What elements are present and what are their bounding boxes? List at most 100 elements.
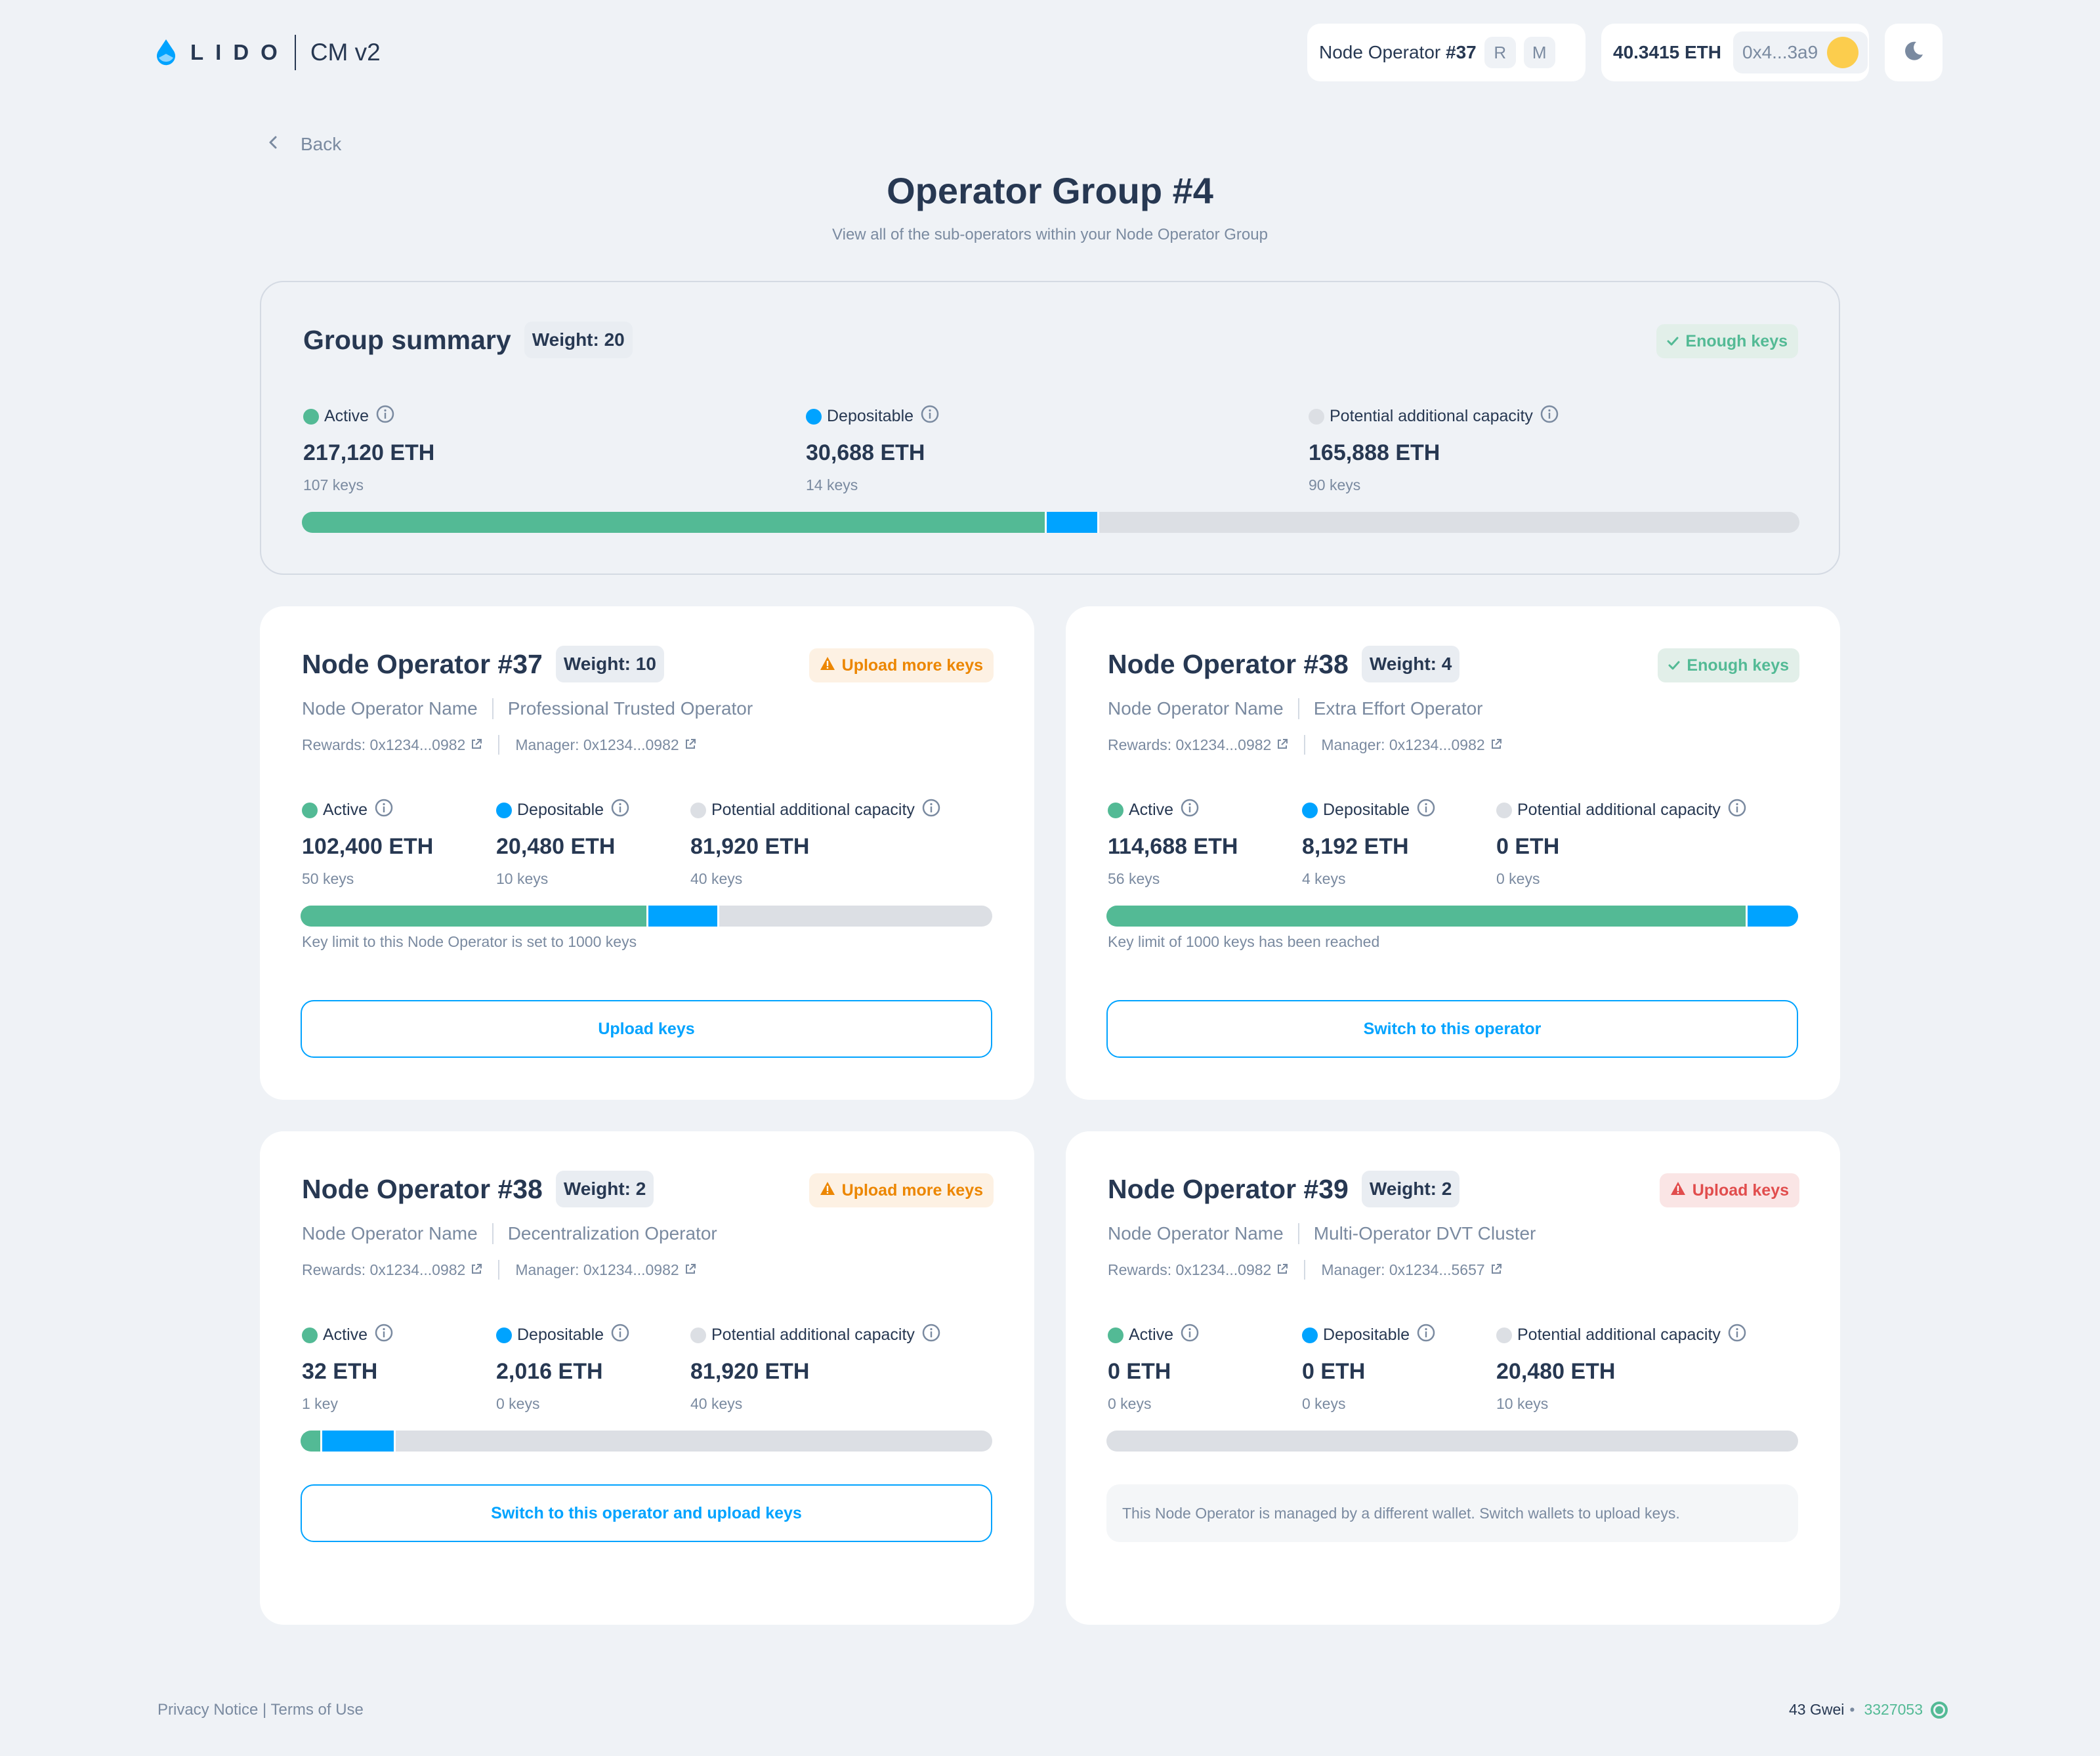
rewards-address-link[interactable]: Rewards: 0x1234...0982 [302, 1261, 482, 1279]
external-link-icon [685, 738, 696, 749]
stat-potential: Potential additional capacity 81,920 ETH… [690, 798, 941, 888]
capacity-bar-gap [1044, 512, 1047, 533]
operator-addresses-row: Rewards: 0x1234...0982 Manager: 0x1234..… [1108, 735, 1502, 755]
warning-icon [820, 656, 842, 675]
capacity-bar [1106, 1431, 1798, 1452]
rewards-address-link[interactable]: Rewards: 0x1234...0982 [302, 736, 482, 754]
operator-card-header: Node Operator #37 Weight: 10 [302, 646, 664, 682]
footer-links[interactable]: Privacy Notice | Terms of Use [158, 1701, 364, 1719]
role-badge-r: R [1484, 37, 1516, 68]
operator-addresses-row: Rewards: 0x1234...0982 Manager: 0x1234..… [302, 1260, 696, 1280]
page-subtitle: View all of the sub-operators within you… [832, 226, 1268, 243]
group-summary-card: Group summary Weight: 20 Enough keys Act… [260, 281, 1840, 575]
info-icon[interactable] [374, 798, 394, 822]
status-badge: Upload keys [1659, 1173, 1799, 1207]
stat-depositable: Depositable 2,016 ETH 0 keys [496, 1323, 630, 1413]
info-icon[interactable] [1416, 798, 1436, 822]
stat-keys: 50 keys [302, 870, 354, 887]
divider [498, 735, 500, 755]
info-icon[interactable] [921, 798, 941, 822]
status-badge-label: Enough keys [1687, 656, 1789, 675]
manager-address-link[interactable]: Manager: 0x1234...5657 [1321, 1261, 1502, 1279]
weight-badge: Weight: 4 [1361, 646, 1460, 682]
capacity-bar-gap [1746, 906, 1748, 927]
operator-title: Node Operator #38 [302, 1173, 543, 1204]
stat-depositable: Depositable 20,480 ETH 10 keys [496, 798, 630, 888]
status-badge: Upload more keys [808, 1173, 994, 1207]
active-dot [302, 1327, 318, 1343]
operator-switcher[interactable]: Node Operator #37 R M [1307, 24, 1586, 81]
active-dot [1108, 802, 1124, 818]
capacity-bar-gap [394, 1431, 396, 1452]
operator-name-row: Node Operator Name Multi-Operator DVT Cl… [1108, 1223, 1536, 1244]
avatar [1827, 37, 1859, 68]
stat-keys: 107 keys [303, 476, 364, 493]
capacity-bar-gap [646, 906, 648, 927]
stat-label: Active [1129, 801, 1174, 819]
stat-value: 30,688 ETH [806, 440, 925, 465]
warning-icon [820, 1181, 842, 1200]
stat-potential: Potential additional capacity 0 ETH 0 ke… [1496, 798, 1747, 888]
operator-addresses-row: Rewards: 0x1234...0982 Manager: 0x1234..… [1108, 1260, 1502, 1280]
info-icon[interactable] [1180, 1323, 1200, 1347]
info-icon[interactable] [921, 1323, 941, 1347]
potential-dot [690, 802, 706, 818]
operator-name-value: Multi-Operator DVT Cluster [1313, 1223, 1536, 1244]
potential-dot [1309, 408, 1324, 425]
stat-label: Depositable [1323, 1326, 1410, 1344]
stat-active: Active 114,688 ETH 56 keys [1108, 798, 1238, 888]
back-link[interactable]: Back [268, 134, 341, 155]
divider [492, 1223, 494, 1244]
chevron-left-icon [268, 134, 301, 155]
status-badge: Upload more keys [808, 648, 994, 682]
group-summary-title: Group summary [303, 324, 511, 355]
app-name: CM v2 [310, 39, 381, 66]
info-icon[interactable] [1727, 798, 1747, 822]
capacity-bar-gap [1097, 512, 1100, 533]
stat-label: Active [323, 1326, 368, 1344]
info-icon[interactable] [1540, 404, 1559, 429]
stat-keys: 90 keys [1309, 476, 1361, 493]
info-icon[interactable] [1727, 1323, 1747, 1347]
stat-active: Active 0 ETH 0 keys [1108, 1323, 1200, 1413]
info-icon[interactable] [375, 404, 395, 429]
rewards-address-link[interactable]: Rewards: 0x1234...0982 [1108, 736, 1288, 754]
operator-action-button[interactable]: Switch to this operator and upload keys [301, 1484, 992, 1542]
info-icon[interactable] [920, 404, 940, 429]
manager-address-link[interactable]: Manager: 0x1234...0982 [515, 736, 696, 754]
error-icon [1670, 1181, 1692, 1200]
divider [1297, 698, 1299, 719]
info-icon[interactable] [610, 798, 630, 822]
theme-toggle-button[interactable] [1885, 24, 1942, 81]
info-icon[interactable] [1416, 1323, 1436, 1347]
logo-divider [294, 35, 296, 70]
capacity-bar-active [301, 1431, 320, 1452]
external-link-icon [1278, 1263, 1288, 1274]
lido-logo[interactable]: LIDO CM v2 [155, 34, 381, 71]
wallet-balance: 40.3415 ETH [1613, 42, 1721, 62]
weight-badge: Weight: 20 [524, 322, 633, 358]
stat-label: Depositable [517, 801, 604, 819]
info-icon[interactable] [374, 1323, 394, 1347]
manager-address-link[interactable]: Manager: 0x1234...0982 [515, 1261, 696, 1279]
divider [1304, 1260, 1306, 1280]
manager-address-link[interactable]: Manager: 0x1234...0982 [1321, 736, 1502, 754]
info-icon[interactable] [1180, 798, 1200, 822]
brand-name: LIDO [190, 40, 289, 64]
stat-value: 0 ETH [1302, 1359, 1366, 1384]
info-icon[interactable] [610, 1323, 630, 1347]
operator-action-button[interactable]: Switch to this operator [1106, 1000, 1798, 1058]
stat-label: Depositable [517, 1326, 604, 1344]
operator-action-button[interactable]: Upload keys [301, 1000, 992, 1058]
capacity-bar [301, 1431, 992, 1452]
stat-depositable: Depositable 0 ETH 0 keys [1302, 1323, 1436, 1413]
wallet-button[interactable]: 40.3415 ETH 0x4...3a9 [1601, 24, 1869, 81]
stat-value: 0 ETH [1108, 1359, 1171, 1384]
operator-addresses-row: Rewards: 0x1234...0982 Manager: 0x1234..… [302, 735, 696, 755]
stat-potential: Potential additional capacity 81,920 ETH… [690, 1323, 941, 1413]
stat-potential: Potential additional capacity 20,480 ETH… [1496, 1323, 1747, 1413]
stat-value: 20,480 ETH [1496, 1359, 1616, 1384]
rewards-address-link[interactable]: Rewards: 0x1234...0982 [1108, 1261, 1288, 1279]
check-icon [1668, 656, 1687, 675]
operator-name-label: Node Operator Name [302, 698, 478, 719]
